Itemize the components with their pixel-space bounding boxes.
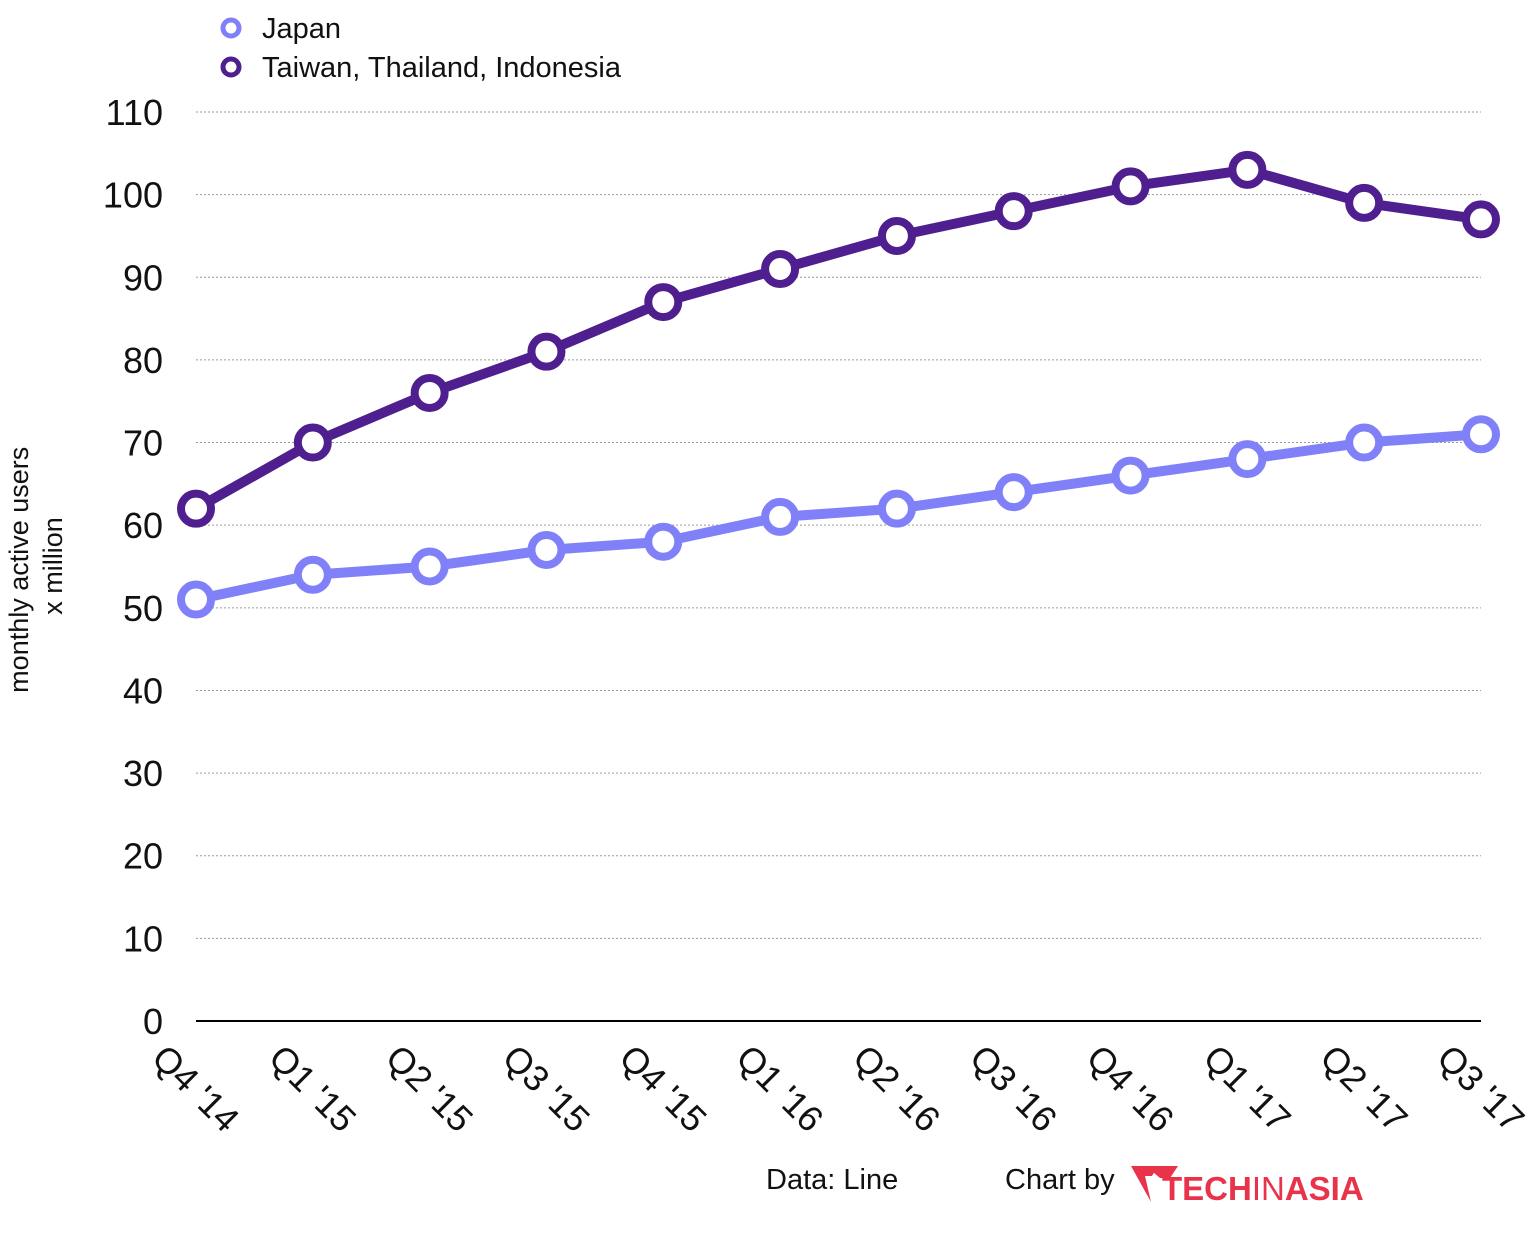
data-point: [1111, 456, 1150, 495]
y-tick-label: 70: [123, 423, 163, 464]
data-point: [527, 530, 566, 569]
legend-label: Japan: [262, 13, 341, 45]
data-point: [177, 580, 215, 619]
y-tick-label: 100: [103, 175, 163, 216]
x-tick-label: Q4 '15: [612, 1037, 715, 1140]
y-axis-label-line-2: x million: [38, 517, 68, 615]
series-2: [177, 150, 1500, 528]
data-point: [1345, 183, 1384, 222]
legend-label: Taiwan, Thailand, Indonesia: [262, 52, 622, 84]
x-tick-label: Q4 '14: [144, 1037, 247, 1140]
series-1: [177, 415, 1500, 619]
data-point: [527, 332, 566, 371]
data-point: [293, 555, 332, 594]
data-point: [994, 192, 1033, 231]
legend-item: Taiwan, Thailand, Indonesia: [220, 52, 622, 84]
x-tick-label: Q3 '17: [1429, 1037, 1532, 1140]
series-line: [191, 164, 1486, 514]
data-point: [177, 489, 215, 528]
y-tick-label: 90: [123, 257, 163, 298]
data-point: [1228, 440, 1267, 479]
data-point: [410, 373, 449, 412]
chart-credit: Chart by: [1005, 1164, 1115, 1196]
techinasia-logo: TECHINASIA: [1131, 1166, 1364, 1207]
y-tick-label: 110: [106, 92, 163, 133]
data-point: [1462, 415, 1500, 454]
y-axis-label-line-1: monthly active users: [4, 447, 34, 693]
x-tick-label: Q2 '16: [845, 1037, 948, 1140]
y-tick-label: 40: [123, 670, 163, 711]
x-tick-label: Q3 '16: [962, 1037, 1065, 1140]
logo-mark-icon: [1131, 1166, 1178, 1202]
data-point: [1228, 150, 1267, 189]
x-tick-label: Q1 '17: [1196, 1037, 1299, 1140]
y-axis-label: monthly active users x million: [4, 439, 68, 693]
data-point: [877, 489, 916, 528]
x-tick-label: Q1 '15: [261, 1037, 364, 1140]
x-tick-label: Q1 '16: [728, 1037, 831, 1140]
series-group: [177, 150, 1500, 619]
y-tick-label: 60: [123, 505, 163, 546]
x-tick-label: Q2 '17: [1313, 1037, 1416, 1140]
data-point: [761, 497, 800, 536]
x-tick-label: Q2 '15: [378, 1037, 481, 1140]
gridlines: [196, 111, 1481, 939]
legend-marker-icon: [220, 56, 242, 78]
data-point: [994, 473, 1033, 512]
y-tick-label: 50: [123, 588, 163, 629]
y-tick-label: 80: [123, 340, 163, 381]
logo-text-asia: ASIA: [1285, 1170, 1364, 1207]
x-axis-ticks: Q4 '14 Q1 '15 Q2 '15 Q3 '15 Q4 '15 Q1 '16 Q2 '…: [144, 1037, 1532, 1140]
data-point: [644, 522, 683, 561]
y-tick-label: 10: [123, 918, 163, 959]
data-point: [1462, 200, 1500, 239]
y-axis-ticks: 0 10 20 30 40 50 60 70 80 90 100 110: [103, 92, 163, 1042]
legend: Japan Taiwan, Thailand, Indonesia: [220, 13, 622, 84]
data-point: [1111, 167, 1150, 206]
data-point: [644, 283, 683, 322]
data-point: [293, 423, 332, 462]
y-tick-label: 20: [123, 836, 163, 877]
logo-text-tech: TECH: [1162, 1170, 1252, 1207]
y-tick-label: 0: [143, 1001, 163, 1042]
data-source: Data: Line: [766, 1164, 898, 1196]
svg-text:TECHINASIA: TECHINASIA: [1162, 1170, 1364, 1207]
y-tick-label: 30: [123, 753, 163, 794]
data-point: [1345, 423, 1384, 462]
data-point: [761, 250, 800, 289]
data-point: [410, 547, 449, 586]
series-line: [191, 429, 1486, 605]
legend-marker-icon: [220, 17, 242, 39]
legend-item: Japan: [220, 13, 341, 45]
x-tick-label: Q3 '15: [495, 1037, 598, 1140]
x-tick-label: Q4 '16: [1079, 1037, 1182, 1140]
logo-text-in: IN: [1252, 1170, 1285, 1207]
data-point: [877, 216, 916, 255]
